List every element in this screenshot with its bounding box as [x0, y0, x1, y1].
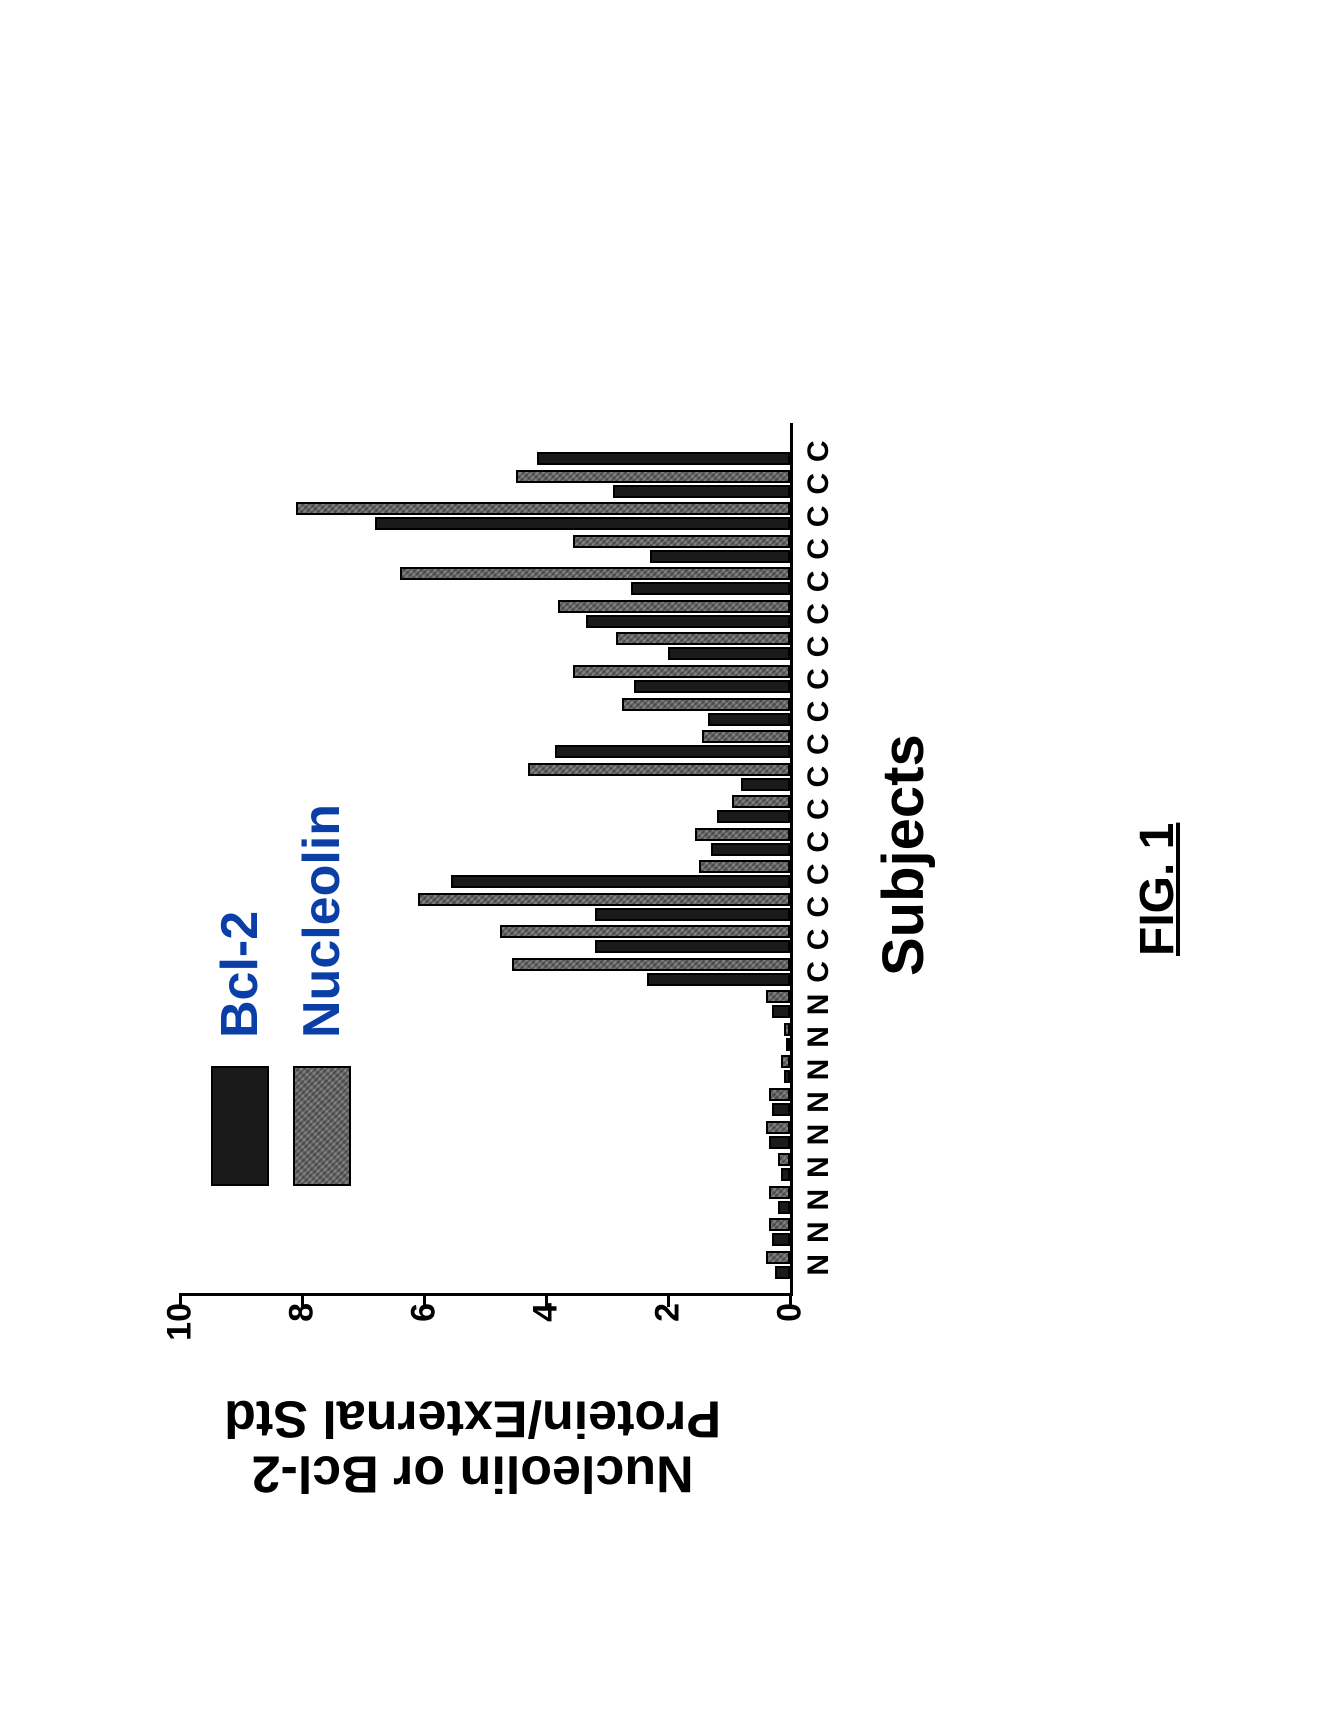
- x-tick-label: N: [790, 1189, 836, 1211]
- y-tick-label: 6: [405, 1293, 444, 1322]
- bar-nucleolin: [769, 1186, 790, 1199]
- rotated-canvas: FIG. 1 Subjects Nucleolin or Bcl-2 Prote…: [0, 0, 1337, 1716]
- bar-bcl2: [772, 1233, 790, 1246]
- x-tick-label: N: [790, 994, 836, 1016]
- x-tick-label: C: [790, 863, 836, 885]
- bar-nucleolin: [769, 1088, 790, 1101]
- bar-bcl2: [781, 1168, 790, 1181]
- y-tick-label: 8: [283, 1293, 322, 1322]
- bar-nucleolin: [512, 958, 790, 971]
- bar-nucleolin: [766, 1121, 790, 1134]
- bar-nucleolin: [622, 698, 790, 711]
- bar-nucleolin: [573, 535, 790, 548]
- bar-nucleolin: [766, 1251, 790, 1264]
- y-tick-label: 4: [527, 1293, 566, 1322]
- bar-bcl2: [775, 1266, 790, 1279]
- y-axis-title-line2: Protein/External Std: [224, 1390, 721, 1448]
- page: FIG. 1 Subjects Nucleolin or Bcl-2 Prote…: [0, 0, 1337, 1716]
- bar-nucleolin: [528, 763, 790, 776]
- bar-bcl2: [634, 680, 790, 693]
- bar-bcl2: [741, 778, 790, 791]
- x-tick-label: C: [790, 668, 836, 690]
- bar-bcl2: [451, 875, 790, 888]
- bar-bcl2: [631, 582, 790, 595]
- x-tick-label: C: [790, 506, 836, 528]
- bar-nucleolin: [500, 925, 790, 938]
- bar-bcl2: [647, 973, 790, 986]
- x-tick-label: C: [790, 603, 836, 625]
- x-tick-label: C: [790, 798, 836, 820]
- bar-bcl2: [769, 1136, 790, 1149]
- bar-nucleolin: [418, 893, 790, 906]
- y-tick-label: 2: [649, 1293, 688, 1322]
- plot-area: 0246810NNNNNNNNNCCCCCCCCCCCCCCCCC: [180, 423, 793, 1296]
- x-tick-label: C: [790, 929, 836, 951]
- bar-nucleolin: [616, 633, 790, 646]
- x-tick-label: C: [790, 571, 836, 593]
- x-tick-label: C: [790, 766, 836, 788]
- bar-bcl2: [537, 452, 790, 465]
- bar-nucleolin: [573, 665, 790, 678]
- bar-bcl2: [586, 615, 790, 628]
- bar-bcl2: [595, 908, 790, 921]
- bar-bcl2: [708, 713, 790, 726]
- x-tick-label: C: [790, 538, 836, 560]
- bar-nucleolin: [296, 502, 790, 515]
- x-tick-label: C: [790, 473, 836, 495]
- figure-label: FIG. 1: [1130, 823, 1185, 956]
- x-tick-label: N: [790, 1124, 836, 1146]
- bar-nucleolin: [702, 730, 790, 743]
- x-tick-label: N: [790, 1091, 836, 1113]
- bar-bcl2: [595, 940, 790, 953]
- bar-nucleolin: [732, 795, 790, 808]
- x-tick-label: N: [790, 1059, 836, 1081]
- y-axis-title-line1: Nucleolin or Bcl-2: [252, 1445, 694, 1503]
- y-axis-title: Nucleolin or Bcl-2 Protein/External Std: [153, 1391, 793, 1500]
- x-tick-label: C: [790, 961, 836, 983]
- bar-nucleolin: [516, 470, 791, 483]
- bar-bcl2: [717, 810, 790, 823]
- bar-nucleolin: [695, 828, 790, 841]
- x-tick-label: C: [790, 701, 836, 723]
- bar-nucleolin: [699, 860, 791, 873]
- bar-bcl2: [711, 843, 790, 856]
- bar-nucleolin: [781, 1056, 790, 1069]
- bar-bcl2: [555, 745, 790, 758]
- bar-bcl2: [650, 550, 790, 563]
- x-axis-title: Subjects: [870, 734, 937, 976]
- bar-bcl2: [772, 1005, 790, 1018]
- bar-bcl2: [613, 485, 790, 498]
- x-tick-label: N: [790, 1026, 836, 1048]
- x-tick-label: N: [790, 1221, 836, 1243]
- x-tick-label: C: [790, 636, 836, 658]
- bar-nucleolin: [558, 600, 790, 613]
- y-tick-label: 10: [161, 1293, 200, 1341]
- bar-bcl2: [375, 517, 790, 530]
- x-tick-label: C: [790, 831, 836, 853]
- x-tick-label: C: [790, 896, 836, 918]
- bar-bcl2: [778, 1201, 790, 1214]
- x-tick-label: C: [790, 733, 836, 755]
- bar-bcl2: [772, 1103, 790, 1116]
- bar-nucleolin: [400, 567, 790, 580]
- y-tick-label: 0: [771, 1293, 810, 1322]
- bar-bcl2: [668, 648, 790, 661]
- bar-nucleolin: [769, 1218, 790, 1231]
- x-tick-label: N: [790, 1254, 836, 1276]
- bar-nucleolin: [778, 1153, 790, 1166]
- x-tick-label: C: [790, 440, 836, 462]
- bar-nucleolin: [766, 990, 790, 1003]
- x-tick-label: N: [790, 1156, 836, 1178]
